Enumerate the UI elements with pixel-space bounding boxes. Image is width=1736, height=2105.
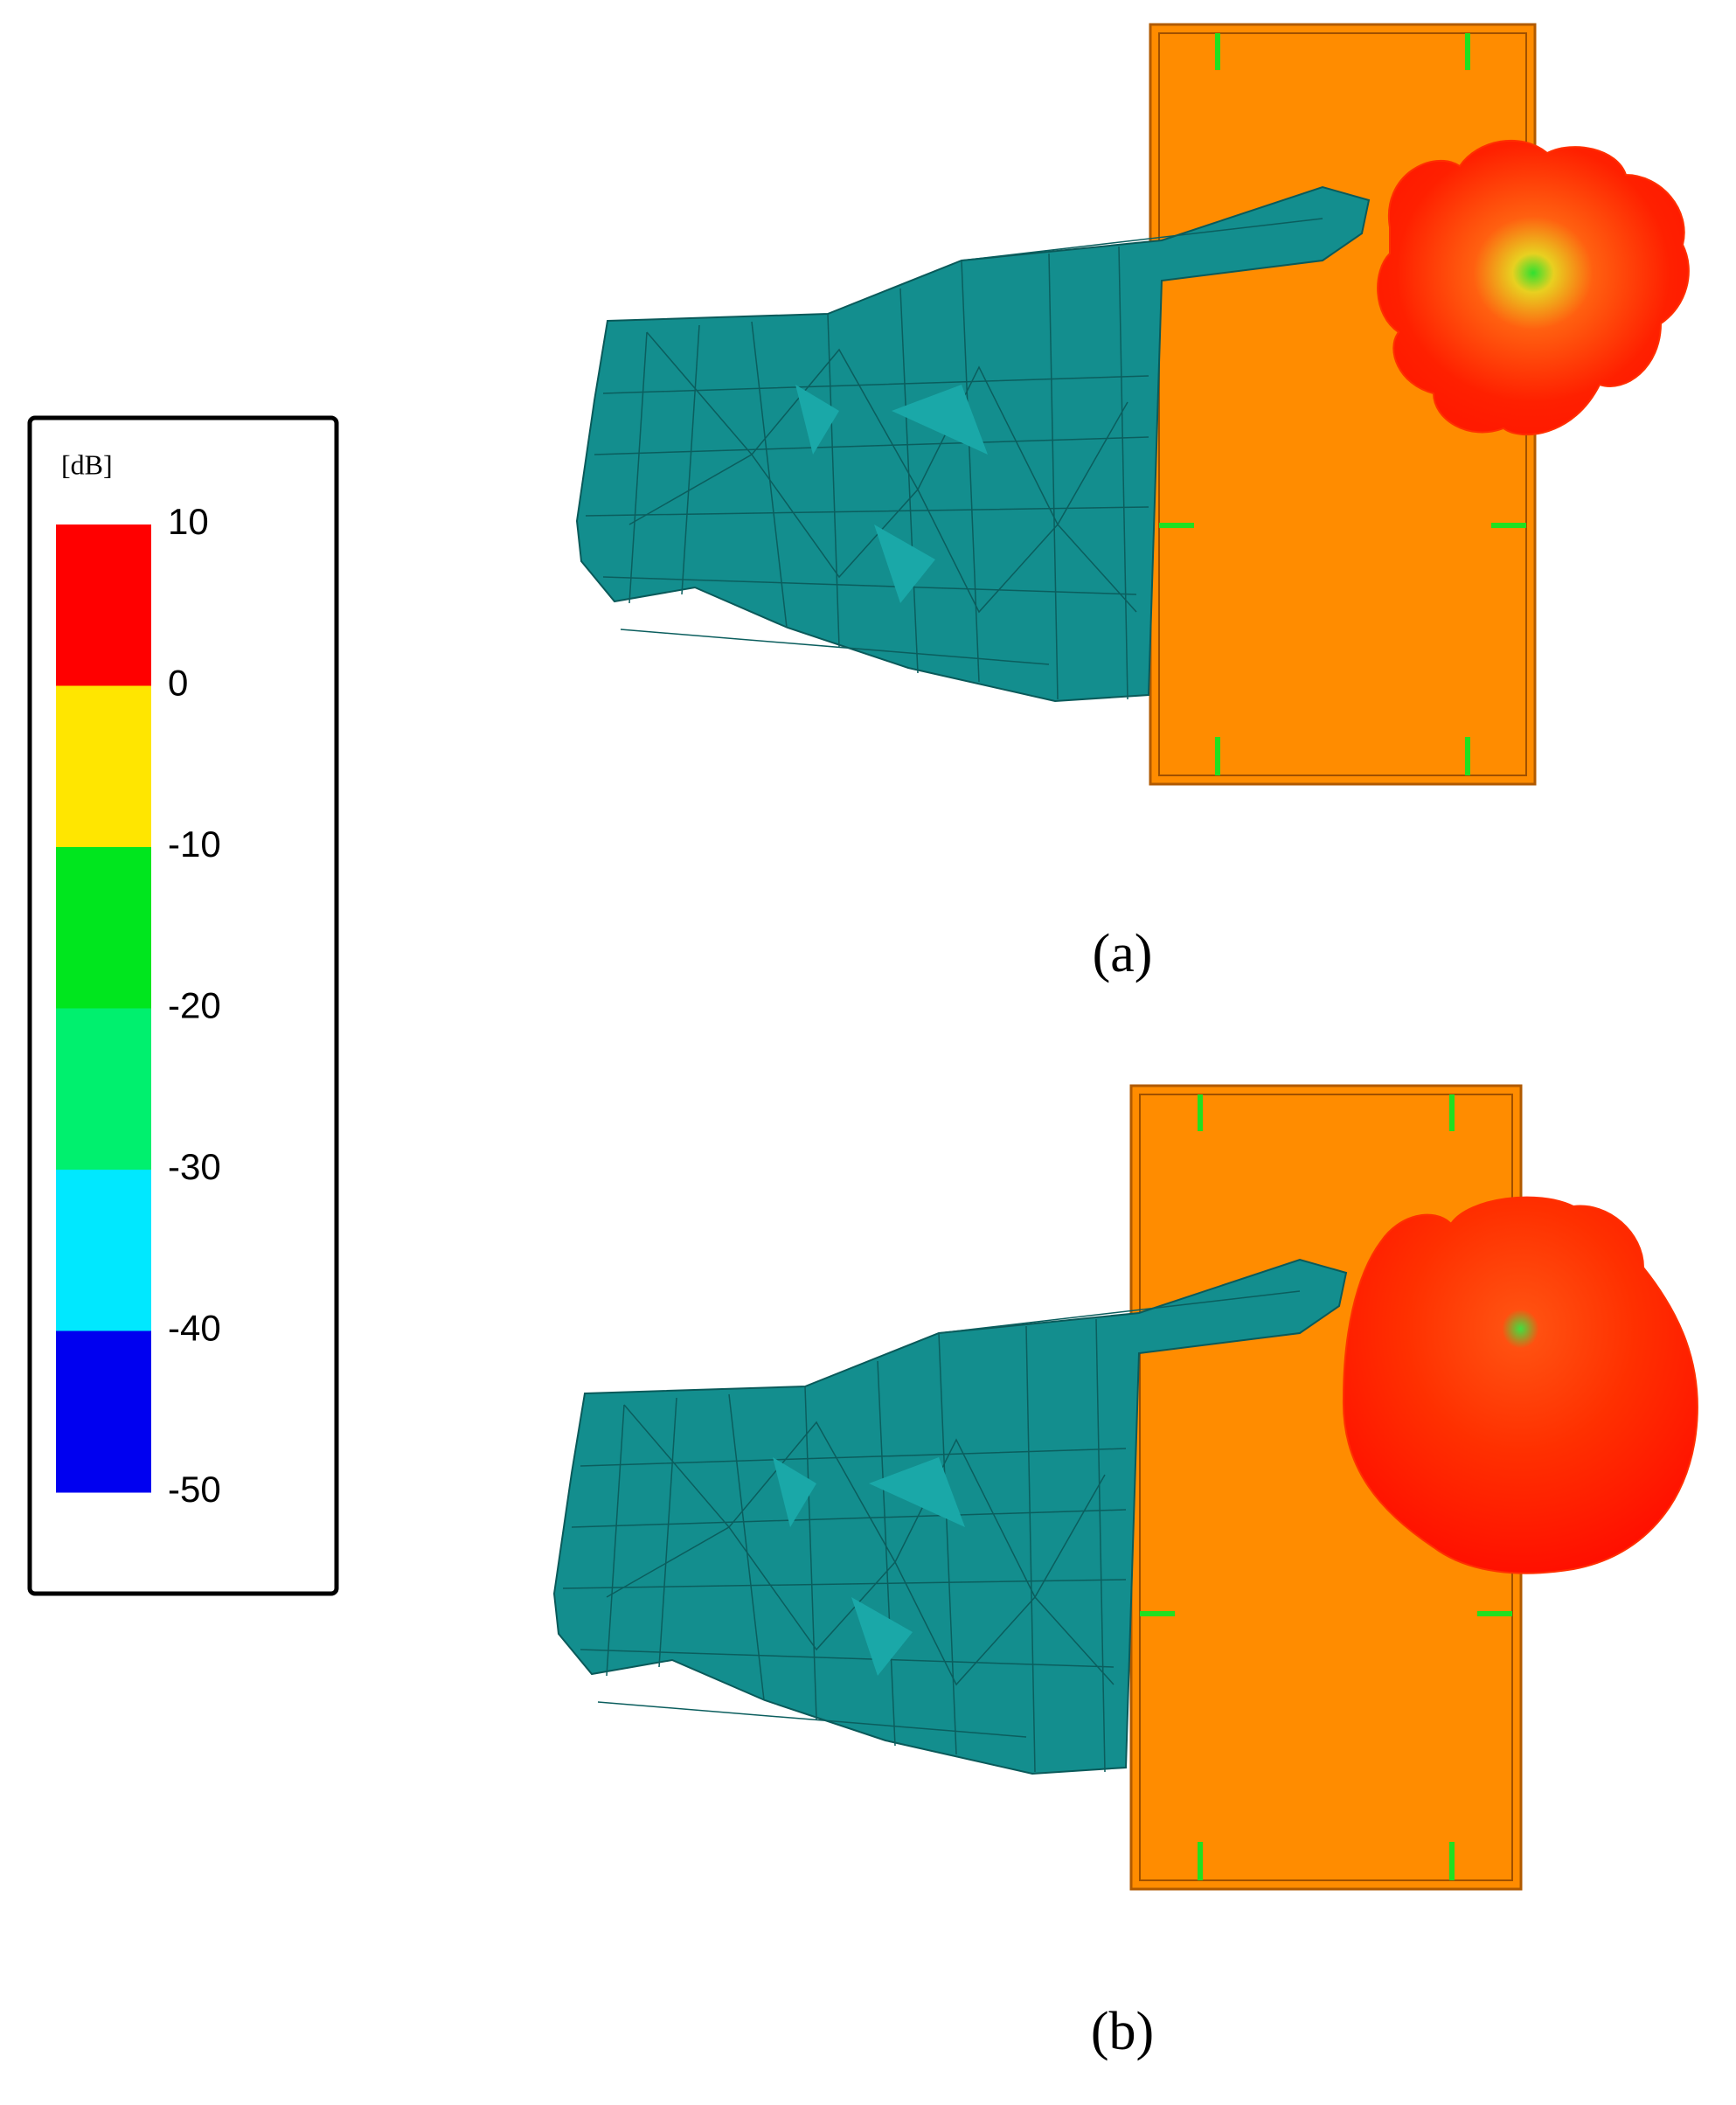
colorbar-tick-label: 0 [168,663,188,704]
antennas [1140,1094,1512,1880]
colorbar: [dB] 10 0 -10 -20 -30 -40 -50 [27,415,339,1596]
colorbar-band [56,525,151,686]
colorbar-band [56,847,151,1009]
colorbar-band [56,1170,151,1331]
colorbar-unit: [dB] [61,448,113,480]
colorbar-tick-label: -50 [168,1469,221,1510]
panel-label: (a) [1093,924,1153,983]
colorbar-tick-label: -40 [168,1308,221,1349]
panel-a: (a) [576,23,1690,983]
radiation-pattern [1377,139,1690,436]
colorbar-tick-label: -20 [168,985,221,1026]
colorbar-band [56,1008,151,1171]
colorbar-tick-label: -10 [168,823,221,865]
colorbar-band [56,1330,151,1493]
panel-label: (b) [1091,2002,1154,2061]
antennas [1159,33,1526,775]
radiation-pattern [1342,1196,1698,1574]
panel-b: (b) [553,1084,1698,2061]
colorbar-band [56,685,151,848]
colorbar-tick-label: 10 [168,501,209,542]
colorbar-tick-label: -30 [168,1146,221,1187]
